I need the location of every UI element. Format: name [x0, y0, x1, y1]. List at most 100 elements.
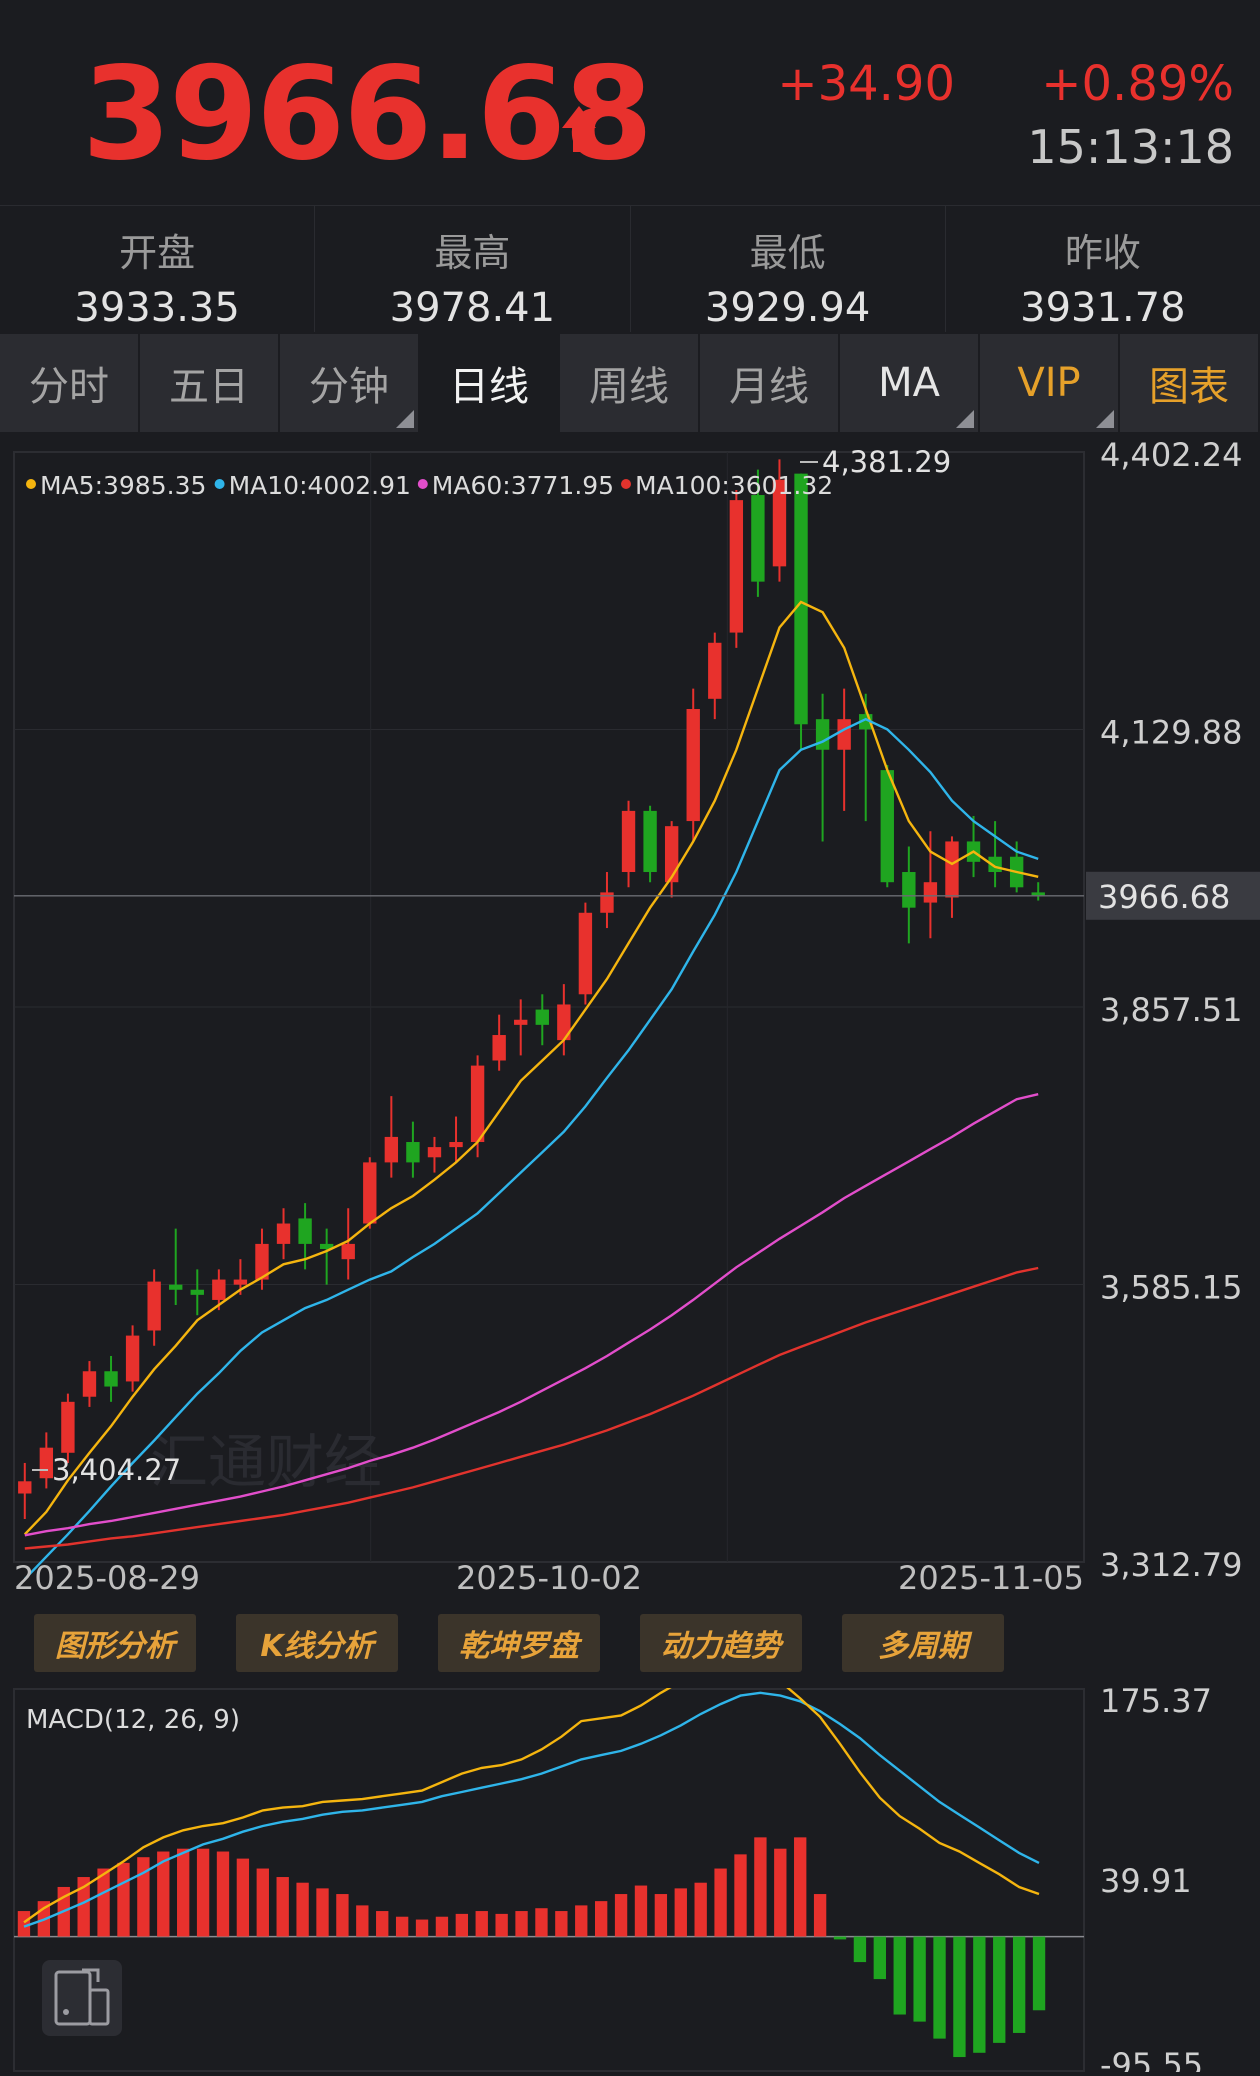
current-price-tag: 3966.68	[1098, 878, 1230, 916]
candle-body	[643, 810, 657, 873]
dropdown-corner-icon	[1096, 410, 1114, 428]
y-tick-label: 4,129.88	[1100, 714, 1243, 752]
macd-histogram-bar	[674, 1888, 687, 1937]
stat-prev-close: 昨收 3931.78	[946, 206, 1260, 332]
macd-histogram-bar	[117, 1862, 130, 1937]
candle-body	[794, 473, 808, 725]
macd-histogram-bar	[17, 1911, 31, 1937]
macd-histogram-bar	[754, 1837, 767, 1937]
stat-open: 开盘 3933.35	[0, 206, 316, 332]
candle-body	[664, 826, 679, 883]
ma-line-ma60	[24, 1093, 1039, 1537]
dropdown-corner-icon	[956, 410, 974, 428]
tab-weekly[interactable]: 周线	[560, 334, 700, 432]
macd-histogram-bar	[634, 1885, 648, 1937]
stat-value: 3931.78	[1020, 285, 1186, 331]
candle-body	[1031, 892, 1045, 896]
compass-button[interactable]: 乾坤罗盘	[438, 1614, 600, 1672]
price-change-percent: +0.89%	[1041, 56, 1234, 112]
ma-legend-text: MA60:3771.95	[432, 471, 614, 500]
kline-analysis-button[interactable]: K线分析	[236, 1614, 398, 1672]
tab-vip[interactable]: VIP	[980, 334, 1120, 432]
rotate-screen-glyph	[54, 1968, 110, 2026]
tab-charts[interactable]: 图表	[1120, 334, 1260, 432]
macd-y-tick-label: -95.55	[1100, 2046, 1203, 2072]
candle-body	[923, 882, 938, 903]
price-change: +34.90	[777, 56, 955, 112]
candle-body	[18, 1481, 32, 1494]
macd-histogram-bar	[376, 1911, 389, 1937]
candle-body	[578, 912, 593, 995]
macd-histogram-bar	[196, 1848, 210, 1937]
tab-ma[interactable]: MA	[840, 334, 980, 432]
ma-line-ma5	[23, 600, 1039, 1536]
tab-intraday[interactable]: 分时	[0, 334, 140, 432]
stat-label: 最低	[749, 231, 826, 275]
macd-histogram-bar	[296, 1882, 309, 1937]
macd-histogram-bar	[1032, 1936, 1046, 2011]
up-arrow-icon	[562, 106, 596, 152]
macd-histogram-bar	[336, 1894, 349, 1937]
macd-dif-line	[23, 1644, 1040, 1924]
stat-label: 最高	[434, 231, 511, 275]
momentum-trend-button[interactable]: 动力趋势	[640, 1614, 802, 1672]
tab-minute[interactable]: 分钟	[280, 334, 420, 432]
analysis-buttons: 图形分析 K线分析 乾坤罗盘 动力趋势 多周期	[0, 1614, 1260, 1674]
macd-histogram-bar	[435, 1916, 449, 1937]
macd-histogram-bar	[953, 1936, 966, 2058]
candle-body	[147, 1281, 161, 1331]
macd-histogram-bar	[893, 1936, 906, 2015]
macd-histogram-bar	[594, 1901, 608, 1937]
y-tick-label: 3,585.15	[1100, 1269, 1243, 1307]
candle-body	[61, 1401, 75, 1453]
macd-histogram-bar	[535, 1908, 548, 1937]
ma-legend-dot	[621, 479, 631, 489]
macd-frame	[13, 1688, 1085, 2072]
macd-histogram-bar	[97, 1868, 110, 1937]
candle-body	[276, 1223, 291, 1244]
ma-legend-text: MA100:3601.32	[635, 471, 833, 500]
macd-histogram-bar	[276, 1877, 289, 1937]
tab-monthly[interactable]: 月线	[700, 334, 840, 432]
ma-legend-dot	[417, 479, 428, 489]
macd-histogram-bar	[913, 1936, 926, 2022]
pattern-analysis-button[interactable]: 图形分析	[34, 1614, 196, 1672]
macd-histogram-bar	[415, 1919, 429, 1937]
candle-body	[363, 1162, 377, 1224]
macd-chart-area[interactable]: MACD(12, 26, 9) 175.37 39.91 -95.55	[0, 1644, 1260, 2076]
stat-value: 3933.35	[74, 285, 240, 331]
candle-body	[557, 1004, 571, 1041]
macd-y-tick-label: 39.91	[1100, 1862, 1192, 1900]
macd-histogram-bar	[236, 1858, 250, 1937]
macd-histogram-bar	[973, 1936, 986, 2053]
quote-header: 3966.68 +34.90 +0.89% 15:13:18	[0, 0, 1260, 206]
candle-body	[772, 479, 787, 567]
x-tick-label: 2025-08-29	[14, 1559, 200, 1592]
tab-five-day[interactable]: 五日	[140, 334, 280, 432]
candle-body	[427, 1147, 442, 1158]
stat-value: 3929.94	[704, 285, 871, 331]
macd-histogram-bar	[614, 1894, 628, 1937]
candle-body	[492, 1035, 506, 1061]
macd-histogram-bar	[356, 1905, 369, 1937]
rotate-screen-icon[interactable]	[42, 1960, 122, 2036]
kline-chart-area[interactable]: 汇通财经 4,402.24 4,129.88 3,857.51 3,585.15 3,31…	[0, 432, 1260, 1597]
tab-daily[interactable]: 日线	[420, 334, 560, 432]
macd-histogram-bar	[774, 1848, 787, 1937]
quote-time: 15:13:18	[1027, 120, 1234, 174]
period-tabs: 分时 五日 分钟 日线 周线 月线 MA VIP 图表	[0, 334, 1260, 432]
candle-body	[535, 1009, 549, 1025]
macd-chart[interactable]: MACD(12, 26, 9) 175.37 39.91 -95.55	[0, 1644, 1260, 2076]
macd-histogram-bar	[794, 1837, 807, 1937]
candle-body	[751, 495, 765, 582]
candle-body	[945, 841, 959, 898]
candle-body	[341, 1243, 355, 1260]
macd-histogram-bar	[873, 1936, 886, 1980]
kline-chart[interactable]: 汇通财经 4,402.24 4,129.88 3,857.51 3,585.15 3,31…	[0, 432, 1260, 1597]
candle-body	[449, 1142, 463, 1148]
macd-histogram-bar	[77, 1877, 90, 1937]
multi-period-button[interactable]: 多周期	[842, 1614, 1004, 1672]
ma-legend-dot	[26, 479, 36, 489]
candle-body	[815, 719, 830, 750]
macd-label: MACD(12, 26, 9)	[26, 1705, 240, 1735]
